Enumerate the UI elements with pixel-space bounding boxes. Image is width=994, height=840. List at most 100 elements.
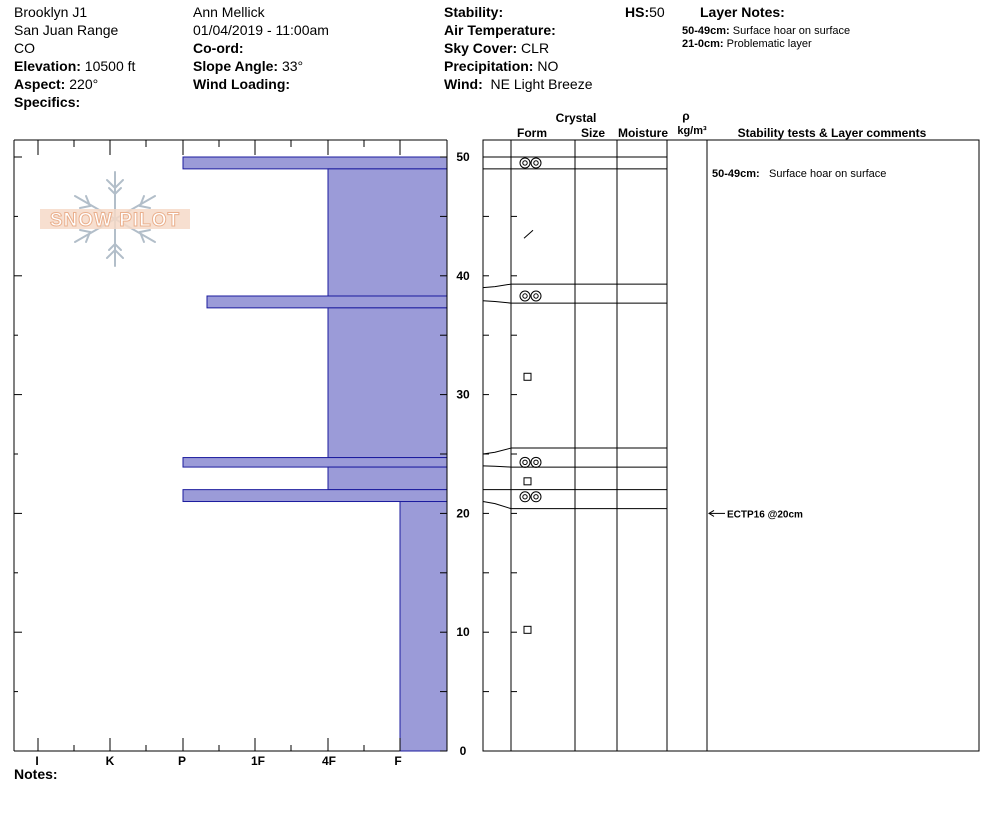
surface-hoar-icon (519, 157, 542, 169)
layer-connector (482, 283, 512, 289)
specifics-row: Specifics: (14, 93, 80, 111)
hs-label: HS: (625, 4, 650, 20)
crystal-header: Crystal (556, 111, 597, 125)
surface-hoar-ring (519, 456, 531, 468)
surface-hoar-ring (522, 160, 528, 166)
slope-value: 33° (281, 58, 304, 74)
surface-hoar-ring (533, 459, 539, 466)
hardness-bar (182, 457, 448, 468)
notes-label: Notes: (14, 766, 58, 782)
hardness-bar (182, 156, 448, 170)
hardness-bars (182, 156, 448, 752)
hs-row: HS:50 (625, 3, 665, 21)
air-temp-row: Air Temperature: (444, 21, 556, 39)
layer-comment-range: 50-49cm: (712, 168, 760, 180)
surface-hoar-ring (519, 290, 531, 302)
coord-label: Co-ord: (193, 40, 244, 56)
layer-connector (482, 447, 512, 455)
depth-tick-label: 50 (456, 150, 470, 164)
hardness-bar (182, 489, 448, 503)
surface-hoar-icon (519, 491, 542, 503)
layer-connector (482, 465, 512, 468)
stability-test-arrowhead (708, 509, 715, 517)
wind-loading-label: Wind Loading: (193, 76, 291, 92)
depth-tick-label: 0 (460, 744, 467, 758)
hardness-axis: I K P 1F 4F F (35, 140, 402, 768)
stability-tests: ECTP16 @20cm (708, 509, 803, 520)
logo-text: SNOW PILOT (50, 210, 180, 231)
surface-hoar-ring (522, 459, 528, 466)
layer-note: 21-0cm: Problematic layer (682, 37, 812, 51)
rho-header: ρ (682, 109, 689, 123)
hardness-plot: I K P 1F 4F F 0 10 20 30 40 50 (13, 139, 470, 768)
surface-hoar-ring (530, 157, 542, 169)
wind-row: Wind: NE Light Breeze (444, 75, 592, 93)
depth-tick-label: 40 (456, 269, 470, 283)
hardness-tick-label: 1F (251, 754, 265, 768)
aspect-value: 220° (69, 76, 99, 92)
site-state: CO (14, 40, 35, 56)
stability-test-label: ECTP16 @20cm (727, 509, 803, 520)
hs-value: 50 (649, 4, 665, 20)
table-depth-ticks (483, 156, 517, 752)
layer-note-text: Problematic layer (726, 38, 812, 50)
specifics-label: Specifics: (14, 94, 81, 110)
precipitation-particle-icon (523, 229, 534, 239)
wind-loading-row: Wind Loading: (193, 75, 290, 93)
hardness-bar (327, 466, 448, 491)
layer-note-text: Surface hoar on surface (732, 25, 851, 37)
air-temp-label: Air Temperature: (444, 22, 556, 38)
site-name: Brooklyn J1 (14, 4, 88, 20)
surface-hoar-ring (530, 491, 542, 503)
sky-row: Sky Cover: CLR (444, 39, 549, 57)
layer-note: 50-49cm: Surface hoar on surface (682, 24, 850, 38)
form-header: Form (517, 126, 547, 140)
crystal-forms (519, 157, 542, 634)
elevation-label: Elevation: (14, 58, 81, 74)
sky-label: Sky Cover: (444, 40, 518, 56)
observer-name: Ann Mellick (193, 4, 265, 20)
depth-tick-label: 30 (456, 388, 470, 402)
crystal-table-frame (482, 139, 980, 752)
surface-hoar-ring (533, 160, 539, 166)
wind-value: NE Light Breeze (490, 76, 593, 92)
hardness-tick-label: P (178, 754, 186, 768)
elevation-value: 10500 ft (84, 58, 136, 74)
precip-value: NO (537, 58, 559, 74)
faceted-icon (523, 372, 532, 381)
surface-hoar-ring (519, 157, 531, 169)
hardness-bar (206, 295, 448, 309)
layer-connector (482, 501, 512, 510)
hardness-tick-label: 4F (322, 754, 336, 768)
hardness-bar (327, 307, 448, 459)
elevation-row: Elevation: 10500 ft (14, 57, 135, 75)
moisture-header: Moisture (618, 126, 668, 140)
snow-pilot-logo: SNOW PILOT (40, 171, 190, 267)
aspect-row: Aspect: 220° (14, 75, 98, 93)
surface-hoar-ring (530, 456, 542, 468)
precip-label: Precipitation: (444, 58, 534, 74)
stability-comments-header: Stability tests & Layer comments (738, 126, 927, 140)
faceted-icon (523, 477, 532, 486)
slope-label: Slope Angle: (193, 58, 279, 74)
layer-connector (482, 300, 512, 304)
surface-hoar-ring (533, 494, 539, 500)
stability-row: Stability: (444, 3, 503, 21)
stability-label: Stability: (444, 4, 504, 20)
crystal-table (482, 139, 980, 752)
surface-hoar-icon (519, 290, 542, 302)
surface-hoar-ring (519, 491, 531, 503)
depth-axis: 0 10 20 30 40 50 (14, 150, 470, 758)
size-header: Size (581, 126, 605, 140)
hardness-tick-label: I (35, 754, 38, 768)
hardness-tick-label: K (106, 754, 115, 768)
sky-value: CLR (521, 40, 550, 56)
layer-comment: 50-49cm: Surface hoar on surface (712, 168, 886, 180)
depth-tick-label: 10 (456, 625, 470, 639)
hardness-bar (399, 501, 448, 752)
notes-row: Notes: (14, 765, 58, 783)
surface-hoar-ring (522, 293, 528, 299)
surface-hoar-icon (519, 456, 542, 468)
precip-row: Precipitation: NO (444, 57, 558, 75)
